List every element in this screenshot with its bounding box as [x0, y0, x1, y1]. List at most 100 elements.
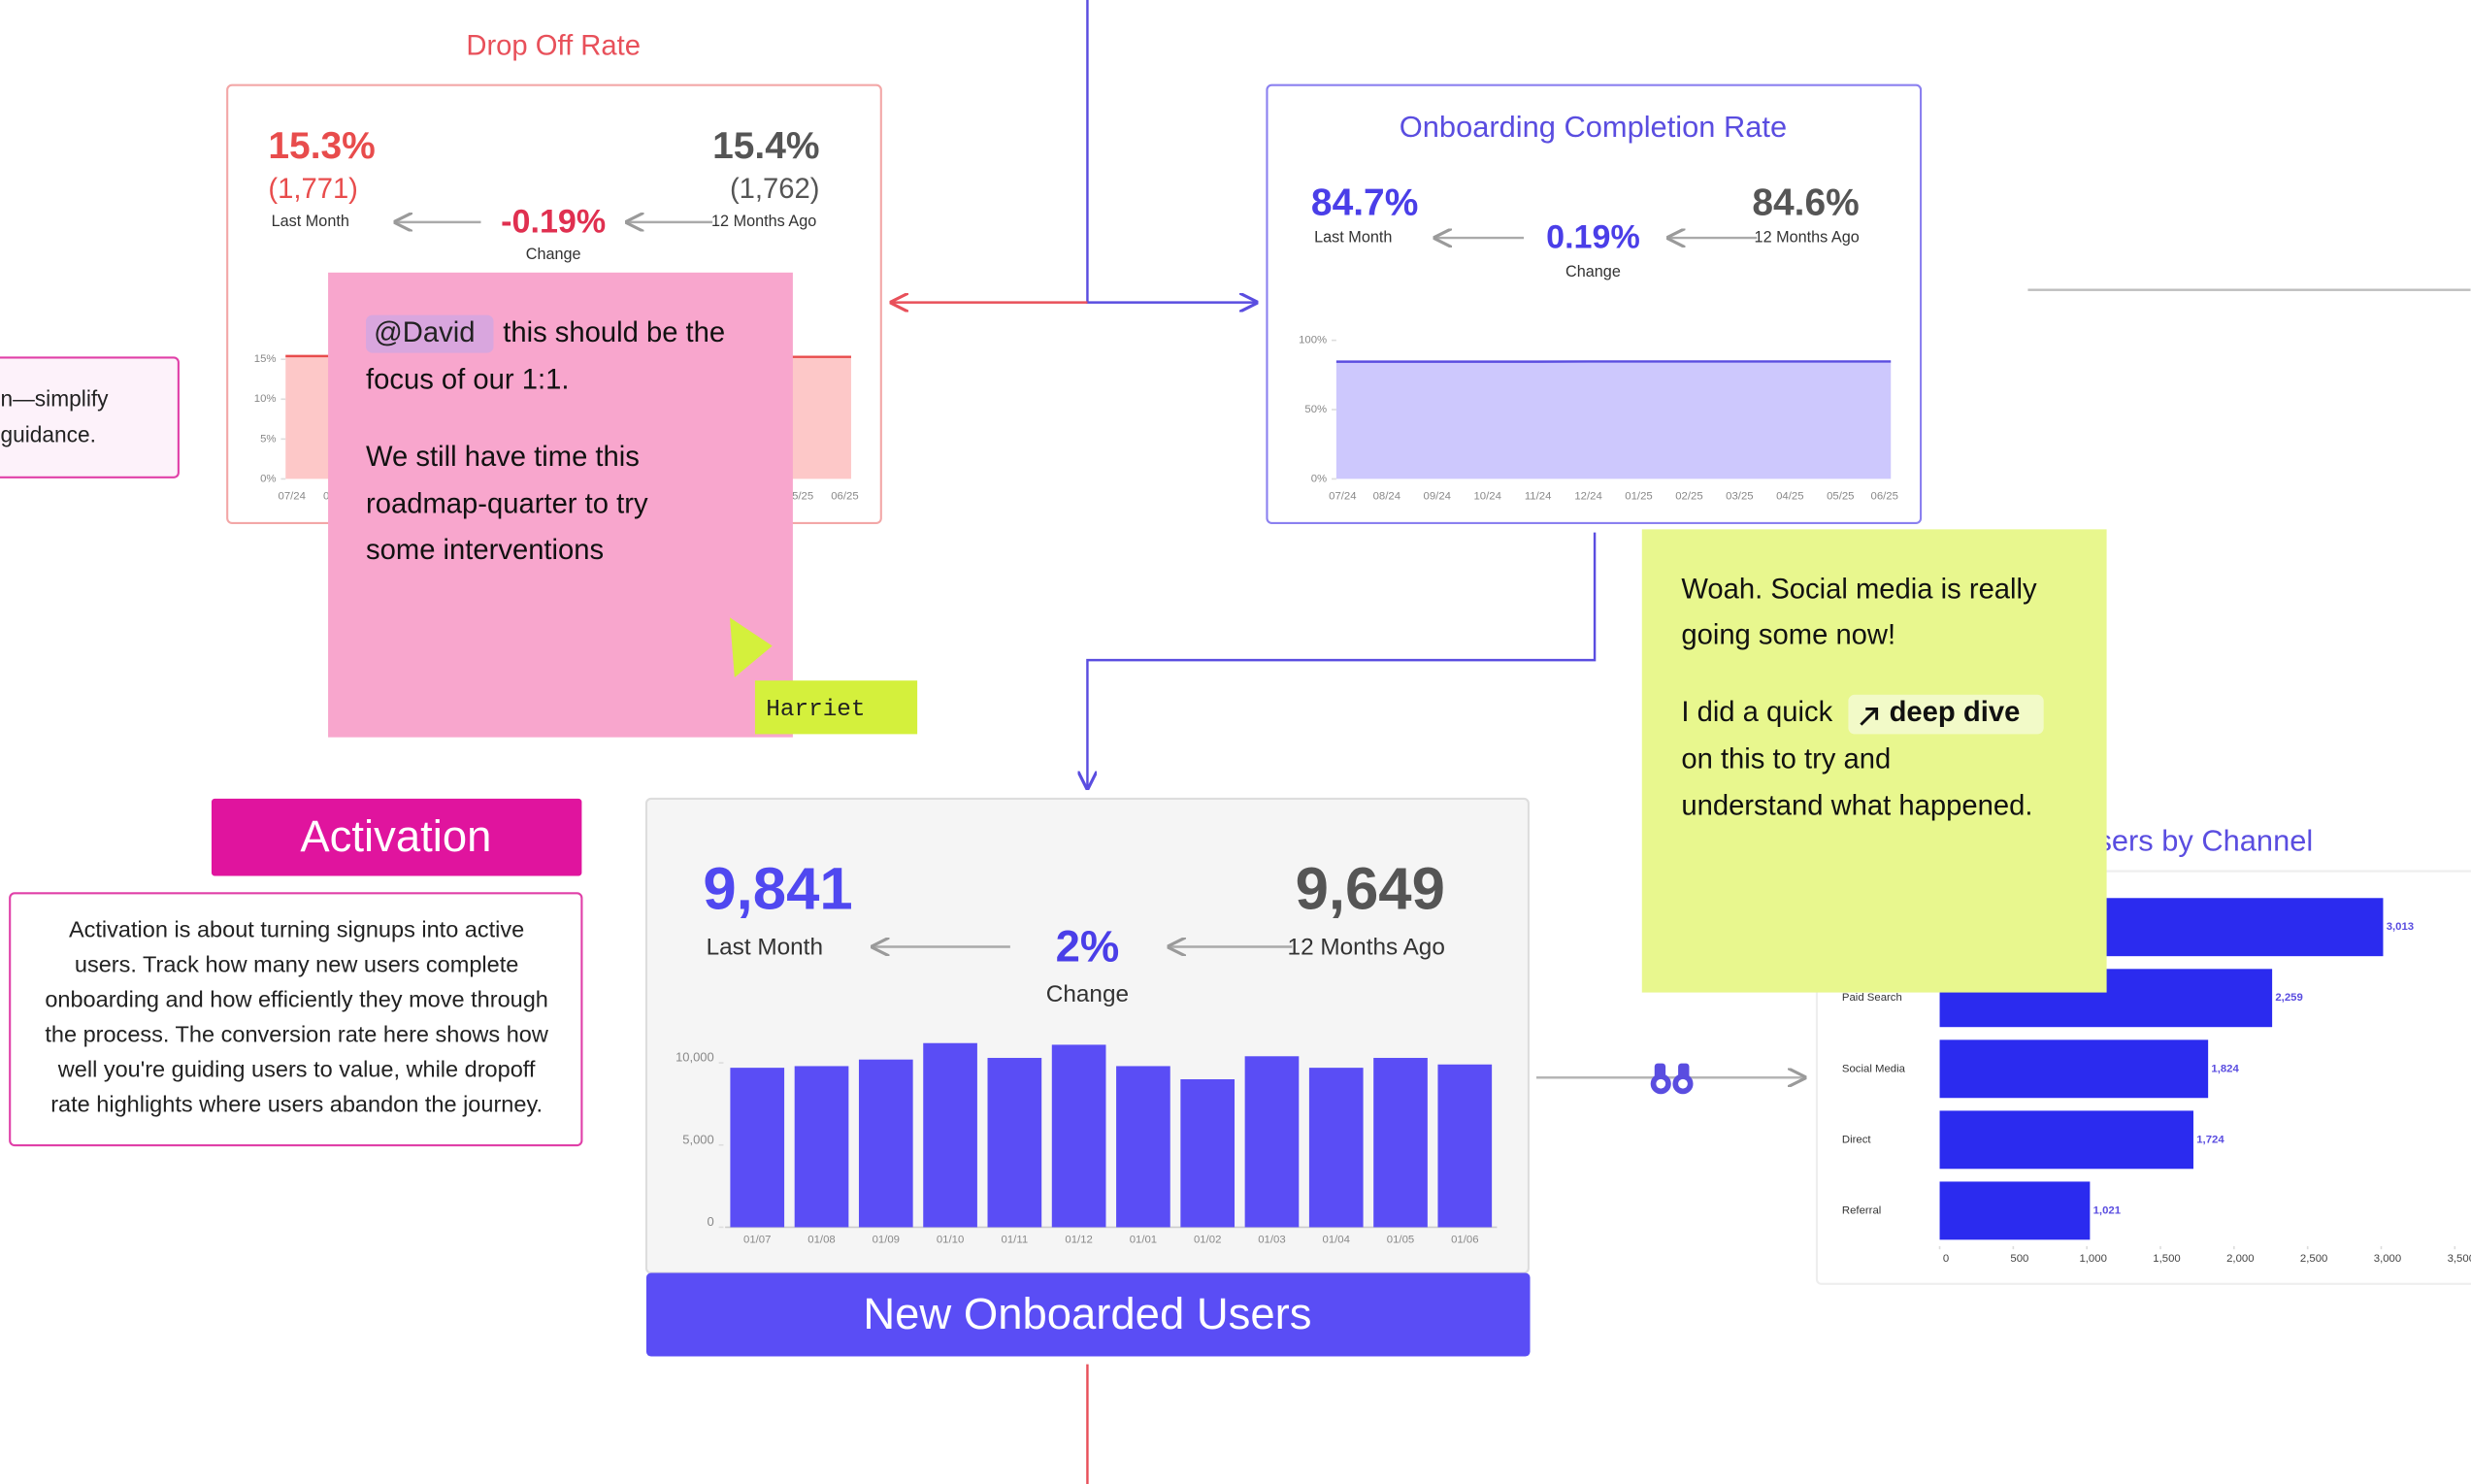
y-tick-label: 0%: [260, 473, 276, 484]
y-tick-label: 5%: [260, 433, 276, 445]
connector: [1086, 0, 1256, 303]
note-text: n—simplify guidance.: [0, 385, 109, 446]
x-tick-label: 01/05: [1387, 1234, 1414, 1245]
y-tick-label: Direct: [1842, 1134, 1872, 1145]
bar: [1308, 1068, 1364, 1228]
bar: [1939, 1110, 2193, 1170]
text-line: I did a quick: [1681, 697, 1832, 728]
y-tick-label: 10,000: [675, 1050, 714, 1065]
kpi-value: 9,649: [1296, 856, 1445, 923]
bar-chart: 0 5,000 10,000 01/07 01/08 01/09 01/10 01/11 01/…: [675, 1042, 1498, 1245]
mention-chip: [366, 314, 494, 353]
y-tick-label: 100%: [1299, 335, 1327, 346]
card-title: New Onboarded Users: [863, 1289, 1311, 1338]
kpi-value: 84.6%: [1752, 181, 1859, 223]
text-line: understand what happened.: [1681, 791, 2032, 822]
kpi-change: 2%: [1056, 922, 1120, 972]
y-tick-label: 50%: [1304, 404, 1327, 415]
x-tick-label: 03/25: [1726, 490, 1753, 502]
bar: [1180, 1078, 1236, 1228]
y-tick-label: 10%: [254, 393, 277, 405]
y-tick-label: 5,000: [682, 1132, 713, 1146]
kpi-label: Change: [526, 246, 581, 263]
text-line: roadmap-quarter to try: [366, 489, 648, 520]
text-line: We still have time this: [366, 442, 640, 473]
x-tick-label: 0: [1943, 1253, 1949, 1265]
text-line: well you're guiding users to value, whil…: [57, 1057, 536, 1082]
cursor-name: Harriet: [766, 697, 865, 723]
area-chart: 0% 50% 100% 07/24 08/24 09/24 10/24 11/24 12/24 0…: [1299, 335, 1898, 503]
description-card: [9, 892, 583, 1147]
cursor-label: [754, 680, 918, 735]
y-tick-label: 0: [708, 1214, 714, 1229]
area: [1335, 361, 1892, 479]
card-title: Onboarding Completion Rate: [1400, 110, 1787, 144]
value-label: 3,013: [2387, 921, 2414, 933]
kpi-label: Change: [1565, 263, 1621, 280]
x-tick-label: 01/06: [1451, 1234, 1478, 1245]
bar: [987, 1057, 1042, 1228]
sticky-note[interactable]: [1641, 529, 2107, 993]
kpi-label: 12 Months Ago: [711, 213, 816, 230]
value-label: 1,724: [2196, 1134, 2224, 1145]
mention: @David: [374, 317, 475, 348]
section-title: Activation: [300, 811, 491, 861]
x-tick-label: 01/03: [1258, 1234, 1285, 1245]
x-tick-label: 01/09: [873, 1234, 900, 1245]
y-tick-label: Referral: [1842, 1204, 1881, 1216]
value-label: 2,259: [2275, 992, 2302, 1004]
x-tick-label: 01/12: [1065, 1234, 1092, 1245]
text-line: onboarding and how efficiently they move…: [45, 987, 548, 1012]
kpi-change: -0.19%: [501, 203, 606, 240]
y-tick-label: Paid Search: [1842, 992, 1902, 1004]
text-line: the process. The conversion rate here sh…: [45, 1022, 549, 1047]
x-tick-label: 01/01: [1130, 1234, 1157, 1245]
text-line: focus of our 1:1.: [366, 365, 569, 396]
x-tick-label: 10/24: [1473, 490, 1500, 502]
text-line: this should be the: [503, 317, 725, 348]
x-tick-label: 01/08: [807, 1234, 835, 1245]
x-tick-label: 2,500: [2300, 1253, 2327, 1265]
kpi-change: 0.19%: [1546, 219, 1640, 256]
cursor: [729, 617, 773, 677]
x-tick-label: 01/07: [743, 1234, 771, 1245]
x-tick-label: 01/04: [1323, 1234, 1350, 1245]
bar: [794, 1066, 849, 1228]
x-tick-label: 01/02: [1194, 1234, 1221, 1245]
bar: [1939, 1181, 2091, 1240]
x-tick-label: 06/25: [831, 490, 858, 502]
x-tick-label: 06/25: [1871, 490, 1898, 502]
kpi-value: 9,841: [703, 856, 852, 923]
x-tick-label: 12/24: [1574, 490, 1601, 502]
y-tick-label: 0%: [1311, 473, 1327, 484]
kpi-count: (1,762): [730, 174, 820, 205]
bar: [1939, 1039, 2209, 1099]
kpi-label: Last Month: [707, 935, 823, 961]
x-tick-label: 500: [2010, 1253, 2028, 1265]
bar-chart: 0 500 1,000 1,500 2,000 2,500 3,000 3,500 3,013 P…: [1842, 898, 2471, 1265]
x-tick-label: 07/24: [279, 490, 306, 502]
link-text[interactable]: deep dive: [1890, 697, 2021, 728]
x-tick-label: 01/11: [1002, 1234, 1029, 1245]
text-line: rate highlights where users abandon the …: [50, 1092, 543, 1117]
card-footer: [645, 1272, 1531, 1357]
x-tick-label: 05/25: [1827, 490, 1854, 502]
x-tick-label: 01/10: [937, 1234, 964, 1245]
bar: [1373, 1057, 1428, 1228]
kpi-label: 12 Months Ago: [1288, 935, 1445, 961]
bar: [730, 1068, 785, 1228]
x-tick-label: 1,500: [2153, 1253, 2180, 1265]
x-tick-label: 08/24: [1373, 490, 1400, 502]
kpi-label: Last Month: [272, 213, 349, 230]
x-tick-label: 3,000: [2374, 1253, 2401, 1265]
link-chip[interactable]: [1848, 694, 2044, 735]
x-tick-label: 01/25: [1625, 490, 1652, 502]
text-line: going some now!: [1681, 619, 1895, 650]
connector: [1087, 532, 1597, 788]
bar: [1244, 1056, 1300, 1228]
text-line: some interventions: [366, 535, 604, 566]
link-icon: [1860, 707, 1879, 726]
kpi-count: (1,771): [268, 174, 358, 205]
